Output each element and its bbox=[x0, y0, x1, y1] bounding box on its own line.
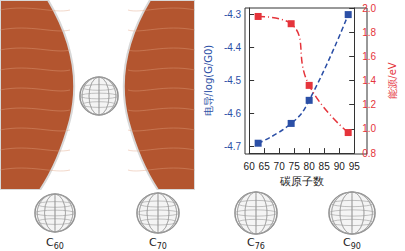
svg-text:-4.5: -4.5 bbox=[224, 75, 242, 86]
svg-text:85: 85 bbox=[319, 161, 331, 172]
svg-text:0.8: 0.8 bbox=[362, 148, 376, 159]
svg-text:1.2: 1.2 bbox=[362, 99, 376, 110]
svg-text:-4.6: -4.6 bbox=[224, 108, 242, 119]
svg-text:1.0: 1.0 bbox=[362, 123, 376, 134]
svg-text:95: 95 bbox=[349, 161, 361, 172]
svg-text:C60: C60 bbox=[46, 236, 64, 251]
svg-text:1.4: 1.4 bbox=[362, 75, 376, 86]
svg-text:C76: C76 bbox=[247, 236, 265, 251]
svg-text:-4.7: -4.7 bbox=[224, 141, 242, 152]
svg-text:2.0: 2.0 bbox=[362, 3, 376, 14]
svg-text:碳原子数: 碳原子数 bbox=[279, 175, 324, 188]
svg-text:90: 90 bbox=[334, 161, 346, 172]
svg-text:60: 60 bbox=[244, 161, 256, 172]
svg-text:1.8: 1.8 bbox=[362, 27, 376, 38]
svg-text:80: 80 bbox=[304, 161, 316, 172]
svg-text:70: 70 bbox=[274, 161, 286, 172]
svg-text:-4.4: -4.4 bbox=[224, 42, 242, 53]
svg-text:-4.3: -4.3 bbox=[224, 9, 242, 20]
svg-text:C70: C70 bbox=[149, 236, 167, 251]
svg-text:能源/eV: 能源/eV bbox=[387, 62, 398, 99]
svg-text:C90: C90 bbox=[343, 236, 361, 251]
svg-text:75: 75 bbox=[289, 161, 301, 172]
svg-text:电导/log(G/G0): 电导/log(G/G0) bbox=[203, 45, 214, 117]
svg-text:65: 65 bbox=[259, 161, 271, 172]
svg-text:1.6: 1.6 bbox=[362, 51, 376, 62]
